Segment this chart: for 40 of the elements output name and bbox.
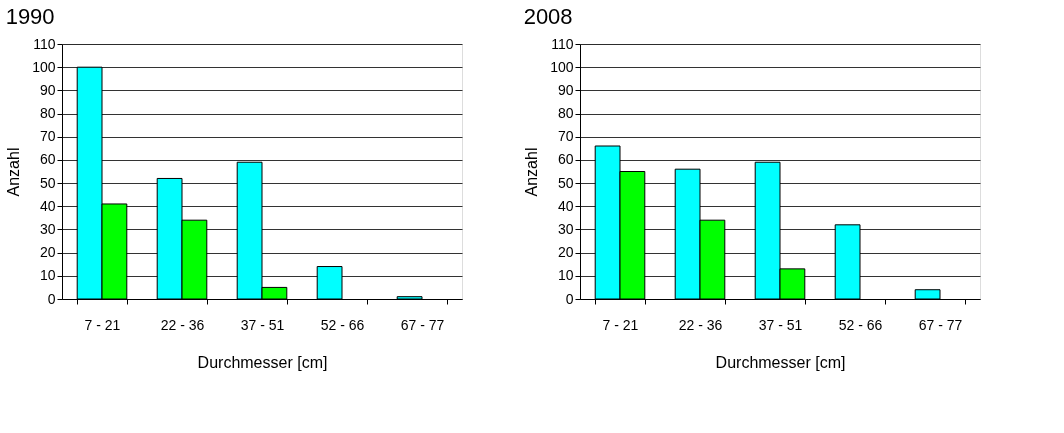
y-tick-label: 50 — [39, 174, 56, 191]
x-tick-label: 52 - 66 — [320, 316, 365, 333]
x-tick-label: 22 - 36 — [160, 316, 205, 333]
y-tick-label: 100 — [32, 58, 56, 75]
chart-title: 2008 — [523, 4, 573, 29]
y-tick-label: 110 — [33, 35, 56, 52]
y-tick-label: 60 — [557, 151, 574, 168]
y-tick-label: 10 — [557, 267, 574, 284]
x-tick-label: 67 - 77 — [918, 316, 963, 333]
y-tick-label: 10 — [39, 267, 56, 284]
y-tick-label: 20 — [557, 244, 574, 261]
x-axis-title: Durchmesser [cm] — [197, 353, 328, 371]
y-tick-label: 90 — [557, 81, 574, 98]
x-tick-label: 37 - 51 — [758, 316, 803, 333]
y-tick-label: 30 — [557, 220, 574, 237]
y-tick-label: 80 — [557, 105, 574, 122]
y-tick-label: 90 — [39, 81, 56, 98]
y-axis-title: Anzahl — [5, 147, 23, 197]
y-tick-label: 100 — [550, 58, 574, 75]
x-axis-title: Durchmesser [cm] — [715, 353, 846, 371]
y-tick-label: 110 — [551, 35, 574, 52]
y-tick-label: 40 — [39, 197, 56, 214]
y-tick-label: 0 — [47, 290, 56, 307]
y-tick-label: 40 — [557, 197, 574, 214]
x-tick-label: 22 - 36 — [678, 316, 723, 333]
chart-title: 1990 — [5, 4, 55, 29]
y-tick-label: 70 — [557, 128, 574, 145]
y-tick-label: 30 — [39, 220, 56, 237]
y-tick-label: 20 — [39, 244, 56, 261]
x-tick-label: 7 - 21 — [602, 316, 639, 333]
y-tick-label: 0 — [565, 290, 574, 307]
x-tick-label: 52 - 66 — [838, 316, 883, 333]
y-tick-label: 50 — [557, 174, 574, 191]
x-tick-label: 37 - 51 — [240, 316, 285, 333]
y-tick-label: 70 — [39, 128, 56, 145]
x-tick-label: 7 - 21 — [84, 316, 121, 333]
y-tick-label: 80 — [39, 105, 56, 122]
y-tick-label: 60 — [39, 151, 56, 168]
y-axis-title: Anzahl — [523, 147, 541, 197]
x-tick-label: 67 - 77 — [400, 316, 445, 333]
